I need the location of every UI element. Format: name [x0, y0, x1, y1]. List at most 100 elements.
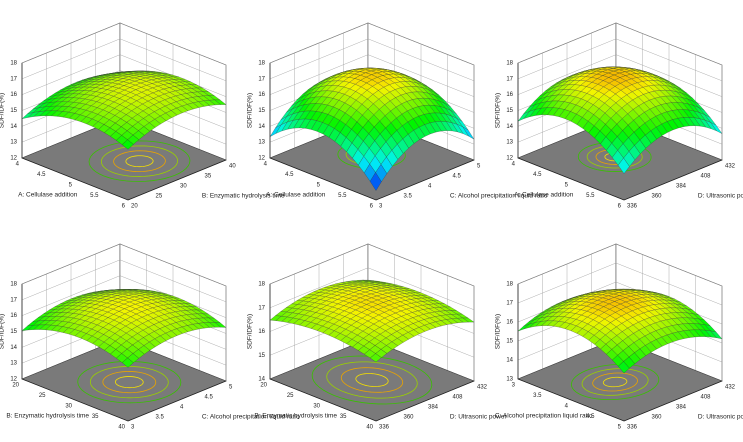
- u-tick-label: 35: [92, 414, 99, 420]
- grid-line: [517, 54, 723, 97]
- u-tick-label: 5.5: [90, 193, 99, 199]
- z-tick-label: 17: [10, 297, 17, 303]
- v-tick-label: 408: [701, 174, 712, 180]
- v-tick-label: 5: [477, 164, 481, 170]
- z-tick-label: 16: [258, 92, 265, 98]
- u-tick-label: 6: [122, 204, 126, 210]
- z-tick-label: 13: [10, 361, 17, 367]
- v-axis-title: B: Enzymatic hydrolysis time: [202, 193, 285, 200]
- u-tick-label: 3.5: [533, 393, 542, 399]
- u-tick-label: 35: [340, 414, 347, 420]
- z-tick-label: 13: [258, 140, 265, 146]
- z-tick-label: 15: [258, 108, 265, 114]
- z-tick-label: 16: [258, 329, 265, 335]
- contour: [88, 140, 191, 182]
- z-tick-label: 16: [506, 320, 513, 326]
- v-tick-label: 336: [627, 204, 638, 210]
- u-tick-label: 5.5: [586, 193, 595, 199]
- u-tick-label: 40: [366, 425, 373, 431]
- u-tick-label: 3: [512, 383, 516, 389]
- axis-edge: [517, 157, 723, 201]
- u-tick-label: 25: [287, 393, 294, 399]
- z-tick-label: 16: [10, 92, 17, 98]
- u-tick-label: 6: [618, 204, 622, 210]
- z-tick-label: 17: [506, 301, 513, 307]
- z-tick-label: 13: [506, 377, 513, 383]
- u-axis-title: A: Cellulase addition: [18, 192, 78, 199]
- z-tick-label: 14: [258, 377, 265, 383]
- contour: [326, 361, 418, 399]
- u-tick-label: 25: [39, 393, 46, 399]
- u-axis-title: A: Cellulase addition: [266, 192, 326, 199]
- v-tick-label: 336: [627, 425, 638, 431]
- z-tick-label: 17: [10, 76, 17, 82]
- v-tick-label: 432: [477, 385, 488, 391]
- u-tick-label: 20: [12, 383, 19, 389]
- response-surface: [369, 172, 382, 191]
- contour: [100, 145, 179, 177]
- v-tick-label: 4: [180, 405, 184, 411]
- z-tick-label: 12: [258, 156, 265, 162]
- z-axis-title: SDF/IDF(%): [495, 314, 502, 349]
- v-tick-label: 4.5: [205, 395, 214, 401]
- v-tick-label: 4: [428, 184, 432, 190]
- contour: [77, 360, 182, 404]
- z-tick-label: 17: [506, 76, 513, 82]
- grid-line: [269, 22, 475, 66]
- v-tick-label: 20: [131, 204, 138, 210]
- u-tick-label: 5: [618, 425, 622, 431]
- u-tick-label: 20: [260, 383, 267, 389]
- v-tick-label: 408: [701, 395, 712, 401]
- z-axis-title: SDF/IDF(%): [0, 93, 6, 128]
- z-tick-label: 17: [258, 305, 265, 311]
- u-tick-label: 40: [118, 425, 125, 431]
- grid-line: [21, 259, 227, 303]
- v-tick-label: 35: [205, 174, 212, 180]
- v-tick-label: 360: [652, 194, 663, 200]
- z-tick-label: 15: [10, 108, 17, 114]
- v-axis-title: C: Alcohol precipitation liquid ratio: [450, 193, 548, 200]
- contour: [113, 150, 166, 173]
- grid-line: [269, 54, 475, 97]
- z-axis-title: SDF/IDF(%): [247, 93, 254, 128]
- v-tick-label: 384: [676, 184, 687, 190]
- contour: [102, 371, 157, 394]
- z-tick-label: 12: [506, 156, 513, 162]
- axis-edge: [517, 378, 723, 422]
- u-tick-label: 5: [317, 183, 321, 189]
- z-tick-label: 16: [10, 313, 17, 319]
- grid-line: [517, 243, 723, 287]
- v-axis-title: D: Ultrasonic power: [698, 414, 743, 421]
- v-tick-label: 408: [453, 395, 464, 401]
- v-tick-label: 30: [180, 184, 187, 190]
- response-surface: [617, 157, 630, 174]
- u-tick-label: 4.5: [586, 414, 595, 420]
- u-tick-label: 30: [313, 404, 320, 410]
- u-tick-label: 4.5: [37, 172, 46, 178]
- z-tick-label: 14: [10, 124, 17, 130]
- z-tick-label: 18: [506, 282, 513, 288]
- z-tick-label: 16: [506, 92, 513, 98]
- z-tick-label: 15: [506, 108, 513, 114]
- u-tick-label: 30: [65, 404, 72, 410]
- u-tick-label: 5.5: [338, 193, 347, 199]
- u-tick-label: 5: [565, 183, 569, 189]
- z-tick-label: 13: [506, 140, 513, 146]
- z-axis-title: SDF/IDF(%): [0, 314, 6, 349]
- axis-edge: [21, 157, 227, 201]
- z-tick-label: 14: [506, 124, 513, 130]
- grid-line: [269, 38, 475, 82]
- grid-line: [21, 22, 227, 66]
- contour: [592, 372, 638, 392]
- response-surface: [369, 353, 382, 363]
- contour: [340, 367, 404, 393]
- v-tick-label: 360: [652, 415, 663, 421]
- v-tick-label: 336: [379, 425, 390, 431]
- grid-line: [21, 243, 227, 287]
- contour: [355, 373, 389, 387]
- z-tick-label: 14: [258, 124, 265, 130]
- z-tick-label: 18: [258, 282, 265, 288]
- v-axis-title: D: Ultrasonic power: [450, 414, 508, 421]
- axis-edge: [269, 157, 475, 201]
